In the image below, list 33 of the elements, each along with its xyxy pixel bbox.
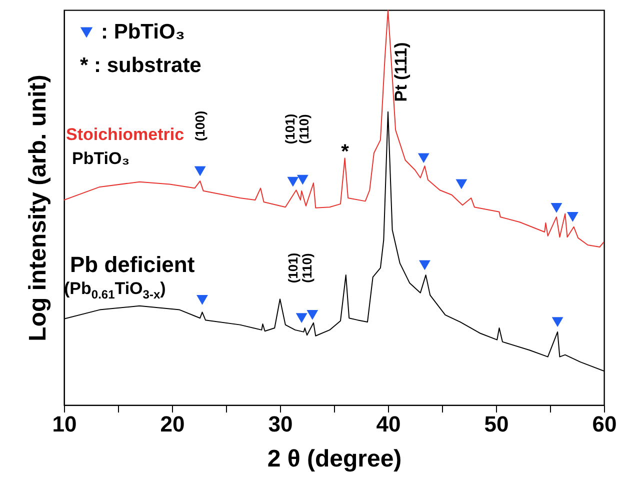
point bbox=[287, 176, 299, 187]
text: Stoichiometric bbox=[66, 125, 184, 144]
x-tick-label: 40 bbox=[376, 412, 401, 436]
x-tick-label: 20 bbox=[160, 412, 185, 436]
y-axis-title: Log intensity (arb. unit) bbox=[24, 74, 52, 342]
annotation: (110) bbox=[300, 253, 314, 283]
point bbox=[456, 179, 468, 190]
annotation: PbTiO₃ bbox=[72, 149, 130, 168]
x-tick-label: 10 bbox=[52, 412, 77, 436]
x-tick-label: 30 bbox=[268, 412, 293, 436]
point bbox=[194, 166, 206, 176]
x-tick-label: 50 bbox=[484, 412, 509, 436]
point bbox=[566, 212, 578, 222]
point bbox=[550, 202, 562, 213]
legend-label: : PbTiO₃ bbox=[101, 20, 185, 44]
annotation: (101) bbox=[286, 252, 300, 284]
annotation: (Pb$_{0.61}$TiO$_{3-x}$) bbox=[64, 279, 166, 302]
point bbox=[196, 294, 208, 305]
point bbox=[306, 310, 318, 320]
x-tick-label: 60 bbox=[592, 412, 617, 436]
point bbox=[552, 317, 564, 327]
annotation: * bbox=[341, 141, 349, 163]
point bbox=[419, 260, 430, 270]
annotation: Pt (111) bbox=[392, 42, 410, 102]
annotation: (110) bbox=[296, 114, 312, 144]
annotation: * : substrate bbox=[80, 54, 202, 77]
point bbox=[418, 153, 430, 164]
annotation: (100) bbox=[192, 110, 208, 142]
point bbox=[296, 174, 308, 185]
series-label: Pb deficient bbox=[70, 252, 195, 277]
point bbox=[296, 313, 308, 324]
annotation: (101) bbox=[282, 114, 298, 144]
x-axis-title: 2 θ (degree) bbox=[267, 446, 402, 472]
